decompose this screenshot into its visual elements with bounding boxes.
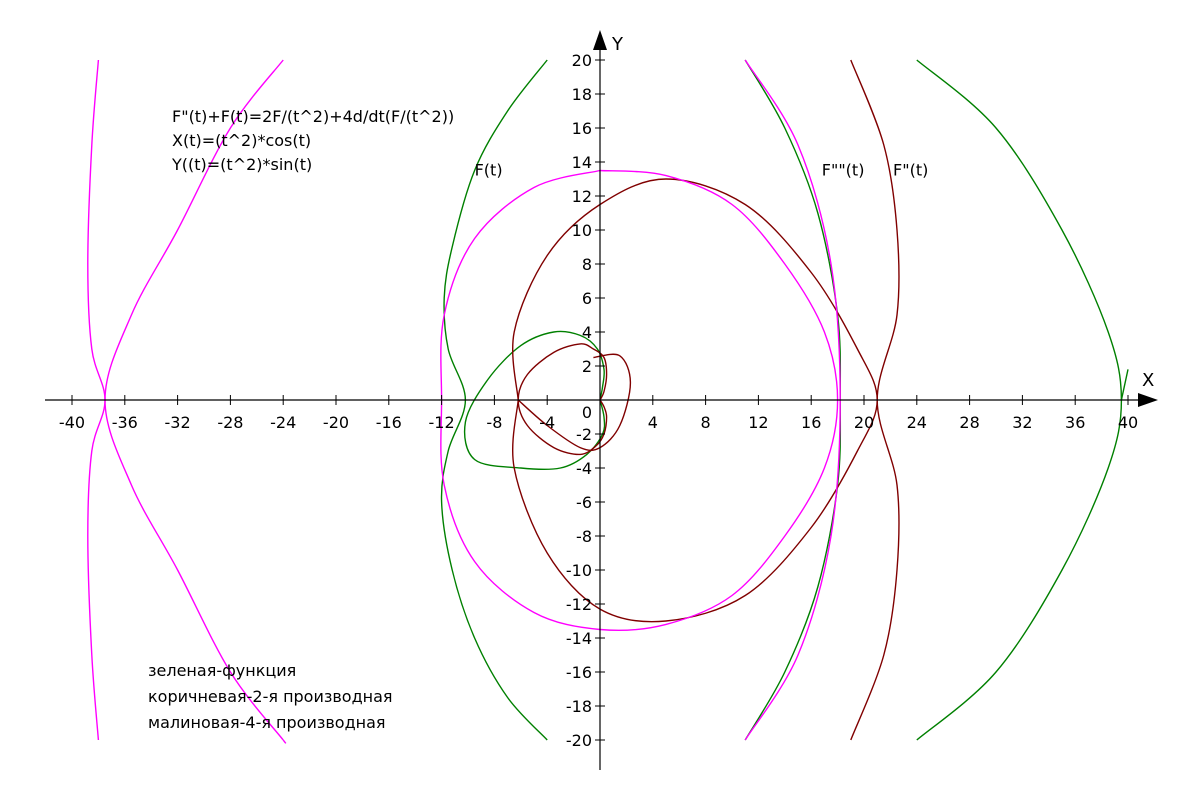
- y-tick-label: -16: [566, 663, 592, 682]
- series-line-12: [282, 739, 287, 744]
- y-tick-label: -10: [566, 561, 592, 580]
- x-tick-label: -40: [59, 413, 85, 432]
- x-tick-label: 28: [959, 413, 979, 432]
- curve-label: F(t): [475, 161, 503, 180]
- series-line-9: [440, 169, 839, 632]
- legend-text: зеленая-функция: [148, 661, 296, 680]
- y-tick-label: 20: [572, 51, 592, 70]
- y-tick-label: -14: [566, 629, 592, 648]
- y-tick-label: -4: [576, 459, 592, 478]
- x-tick-label: 32: [1012, 413, 1032, 432]
- x-tick-label: -36: [112, 413, 138, 432]
- y-tick-label: -2: [576, 425, 592, 444]
- x-tick-label: -4: [539, 413, 555, 432]
- y-tick-label: 10: [572, 221, 592, 240]
- x-axis-arrow: [1138, 393, 1158, 407]
- formula-annotation: X(t)=(t^2)*cos(t): [172, 131, 311, 150]
- legend-text: малиновая-4-я производная: [148, 713, 386, 732]
- x-tick-label: 36: [1065, 413, 1085, 432]
- y-axis-label: Y: [611, 34, 624, 55]
- x-tick-label: -8: [486, 413, 502, 432]
- formula-annotation: Y((t)=(t^2)*sin(t): [171, 155, 312, 174]
- x-tick-label: -16: [376, 413, 402, 432]
- y-tick-label: 18: [572, 85, 592, 104]
- y-tick-label: -12: [566, 595, 592, 614]
- axes-layer: [45, 30, 1158, 770]
- y-tick-label: -18: [566, 697, 592, 716]
- x-tick-label: 4: [648, 413, 658, 432]
- x-tick-label: 16: [801, 413, 821, 432]
- curve-label: F"(t): [893, 161, 928, 180]
- y-tick-label: 12: [572, 187, 592, 206]
- y-axis-arrow: [593, 30, 607, 50]
- x-tick-label: -28: [217, 413, 243, 432]
- x-tick-label: -20: [323, 413, 349, 432]
- series-line-6: [517, 353, 632, 452]
- curve-label: F""(t): [822, 161, 865, 180]
- x-tick-label: 8: [701, 413, 711, 432]
- y-tick-label: 14: [572, 153, 592, 172]
- y-tick-label: 16: [572, 119, 592, 138]
- text-layer: XY-40 -36 -32 -28 -24 -20 -16 -12 -8 -4 4 8 12 16 20 24…: [59, 34, 1154, 750]
- series-line-5: [517, 343, 608, 456]
- x-tick-label: -24: [270, 413, 296, 432]
- x-tick-label: 20: [854, 413, 874, 432]
- series-line-3: [1120, 369, 1129, 401]
- x-tick-label: -12: [429, 413, 455, 432]
- origin-label: 0: [582, 403, 592, 422]
- y-tick-label: -6: [576, 493, 592, 512]
- y-tick-label: 8: [582, 255, 592, 274]
- y-tick-label: -20: [566, 731, 592, 750]
- y-tick-label: -8: [576, 527, 592, 546]
- x-tick-label: 40: [1118, 413, 1138, 432]
- x-tick-label: 12: [748, 413, 768, 432]
- series-line-0: [463, 330, 606, 471]
- y-tick-label: 4: [582, 323, 592, 342]
- x-tick-label: -32: [165, 413, 191, 432]
- y-tick-label: 6: [582, 289, 592, 308]
- y-tick-label: 2: [582, 357, 592, 376]
- legend-text: коричневая-2-я производная: [148, 687, 393, 706]
- ticks-layer: [71, 59, 1129, 741]
- x-axis-label: X: [1142, 370, 1154, 391]
- x-tick-label: 24: [907, 413, 927, 432]
- formula-annotation: F"(t)+F(t)=2F/(t^2)+4d/dt(F/(t^2)): [172, 107, 454, 126]
